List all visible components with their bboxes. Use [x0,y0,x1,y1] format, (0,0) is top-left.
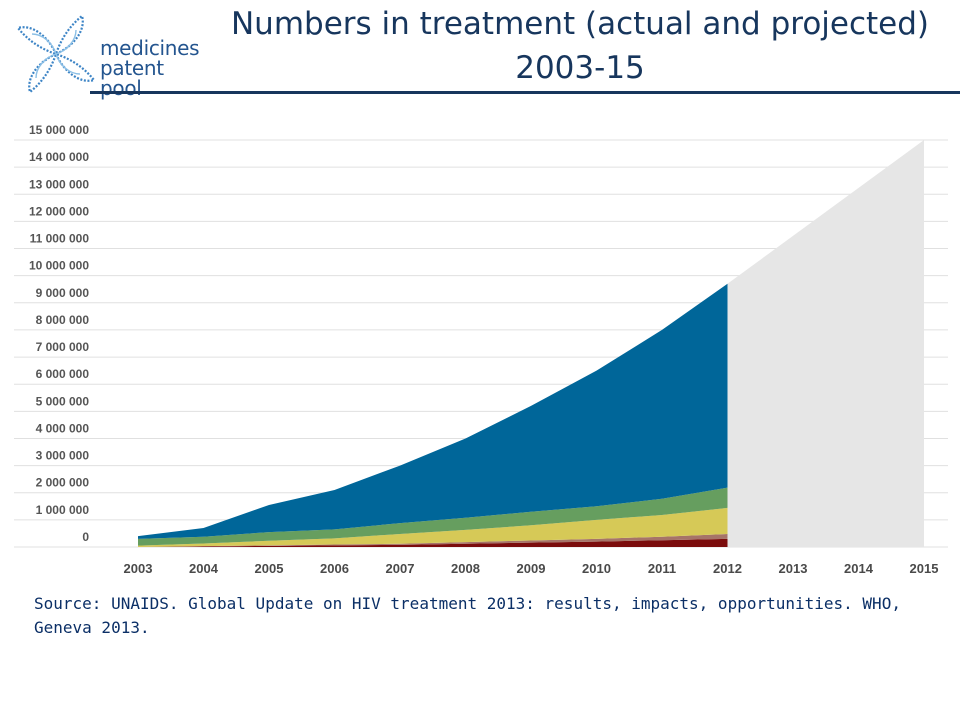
medicines-patent-pool-logo: medicines patent pool [8,6,200,102]
y-tick-label: 11 000 000 [30,232,90,246]
slide-title: Numbers in treatment (actual and project… [230,6,930,86]
x-tick-label: 2014 [844,561,874,576]
series-area-4 [138,283,728,539]
y-tick-label: 4 000 000 [36,421,90,435]
y-tick-label: 10 000 000 [29,259,89,273]
source-citation: Source: UNAIDS. Global Update on HIV tre… [34,594,901,637]
series-area-1 [138,533,728,547]
y-tick-label: 13 000 000 [29,177,89,191]
y-tick-label: 3 000 000 [36,449,90,463]
y-tick-label: 7 000 000 [36,340,90,354]
x-tick-label: 2006 [320,561,349,576]
x-axis-tick-labels: 2003 2004 2005 2006 2007 2008 2009 2010 2011 2012… [124,561,939,576]
stacked-areas [138,140,924,547]
y-tick-label: 8 000 000 [36,313,90,327]
y-tick-label: 6 000 000 [36,367,90,381]
series-area-0 [138,538,728,547]
x-tick-label: 2007 [386,561,415,576]
x-tick-label: 2013 [779,561,808,576]
x-tick-label: 2015 [910,561,939,576]
series-area-2 [138,507,728,547]
y-tick-label: 15 000 000 [29,123,89,137]
x-tick-label: 2012 [713,561,742,576]
x-tick-label: 2008 [451,561,480,576]
treatment-area-chart: 0 1 000 000 2 000 000 3 000 000 4 000 000 5 0… [14,123,948,576]
y-axis-tick-labels: 0 1 000 000 2 000 000 3 000 000 4 000 000 5 0… [29,123,89,544]
x-tick-label: 2011 [648,561,676,576]
y-tick-label: 9 000 000 [36,286,90,300]
y-tick-label: 1 000 000 [36,503,90,517]
pinwheel-logo-icon [16,14,96,94]
y-tick-label: 5 000 000 [36,394,90,408]
y-tick-label: 14 000 000 [29,150,89,164]
title-underline [90,91,960,94]
y-tick-label: 12 000 000 [29,204,89,218]
x-tick-label: 2004 [189,561,219,576]
x-tick-label: 2003 [124,561,153,576]
x-tick-label: 2009 [517,561,546,576]
logo-word-pool: pool [100,76,142,100]
y-tick-label: 2 000 000 [36,476,90,490]
logo-word-medicines: medicines [100,36,200,60]
y-tick-label: 0 [82,530,89,544]
x-tick-label: 2005 [255,561,284,576]
projected-area [727,140,924,547]
series-area-3 [138,487,728,546]
x-tick-label: 2010 [582,561,611,576]
logo-word-patent: patent [100,56,164,80]
